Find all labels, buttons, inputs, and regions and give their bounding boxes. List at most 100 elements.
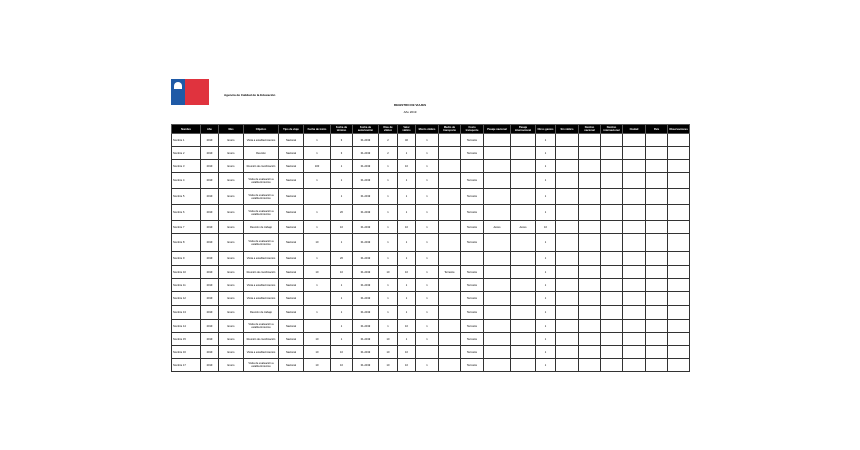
table-cell bbox=[600, 172, 623, 189]
table-cell: Terrestre bbox=[460, 233, 484, 252]
table-cell: Nacional bbox=[278, 172, 304, 189]
table-cell: 1 bbox=[415, 159, 439, 173]
table-cell: Nacional bbox=[278, 265, 304, 279]
table-cell bbox=[600, 358, 623, 372]
table-cell bbox=[483, 159, 511, 173]
column-header: Monto viático bbox=[415, 124, 439, 134]
table-cell: Enero bbox=[218, 305, 244, 320]
table-cell bbox=[510, 265, 536, 279]
table-cell: Nombre 14 bbox=[171, 319, 201, 333]
table-cell bbox=[555, 133, 579, 147]
table-cell: 1 bbox=[415, 332, 439, 346]
table-cell bbox=[622, 172, 646, 189]
table-cell bbox=[622, 291, 646, 306]
table-cell bbox=[578, 291, 601, 306]
table-cell bbox=[600, 220, 623, 234]
table-cell: 01-2019 bbox=[352, 188, 379, 205]
table-cell: Enero bbox=[218, 251, 244, 266]
table-cell: 01-2019 bbox=[352, 204, 379, 221]
table-cell: Nombre 9 bbox=[171, 251, 201, 266]
table-cell bbox=[667, 319, 690, 333]
table-cell: 2019 bbox=[200, 159, 219, 173]
table-cell: 1 bbox=[378, 251, 398, 266]
table-cell: 1 bbox=[303, 172, 331, 189]
table-cell bbox=[645, 345, 668, 359]
table-cell: 10 bbox=[378, 265, 398, 279]
table-cell: Nacional bbox=[278, 319, 304, 333]
table-cell: 10 bbox=[397, 220, 416, 234]
table-cell: Nombre 3 bbox=[171, 159, 201, 173]
table-cell: 1 bbox=[535, 233, 556, 252]
table-cell: Nombre 13 bbox=[171, 305, 201, 320]
table-cell: Terrestre bbox=[460, 204, 484, 221]
table-cell: 1 bbox=[303, 251, 331, 266]
table-cell: Reunión de coordinación bbox=[243, 159, 279, 173]
table-cell: 1 bbox=[397, 278, 416, 292]
table-cell: Nacional bbox=[278, 133, 304, 147]
table-cell bbox=[622, 358, 646, 372]
table-cell: 1 bbox=[535, 204, 556, 221]
table-cell bbox=[438, 251, 461, 266]
table-cell: Nombre 7 bbox=[171, 220, 201, 234]
table-row: Nombre 2 2019 Enero Reunión Nacional 1 3 01-201… bbox=[171, 146, 690, 160]
table-cell bbox=[667, 278, 690, 292]
table-cell: 01-2019 bbox=[352, 233, 379, 252]
table-cell: 2019 bbox=[200, 291, 219, 306]
table-cell bbox=[555, 319, 579, 333]
table-cell: 1 bbox=[535, 159, 556, 173]
table-cell: 01-2019 bbox=[352, 305, 379, 320]
column-header: Fecha de inicio bbox=[303, 124, 331, 134]
table-cell: 40 bbox=[397, 133, 416, 147]
table-cell bbox=[645, 305, 668, 320]
table-cell: 1 bbox=[535, 345, 556, 359]
table-cell: Terrestre bbox=[460, 133, 484, 147]
table-cell: 10 bbox=[330, 345, 353, 359]
table-cell: 1 bbox=[330, 291, 353, 306]
table-cell bbox=[667, 159, 690, 173]
table-cell bbox=[438, 345, 461, 359]
column-header: Objetivo bbox=[243, 124, 279, 134]
table-cell bbox=[483, 251, 511, 266]
table-cell: Nombre 4 bbox=[171, 172, 201, 189]
table-cell: Visita a establecimientos bbox=[243, 251, 279, 266]
table-row: Nombre 17 2019 Enero Visita de evaluación a… bbox=[171, 358, 690, 372]
table-cell: 1 bbox=[415, 133, 439, 147]
table-cell bbox=[555, 305, 579, 320]
table-cell bbox=[578, 146, 601, 160]
table-cell: 2019 bbox=[200, 305, 219, 320]
table-cell: Enero bbox=[218, 172, 244, 189]
column-header: Fecha de autorización bbox=[352, 124, 379, 134]
table-cell: 1 bbox=[397, 305, 416, 320]
table-cell bbox=[303, 188, 331, 205]
column-header: Días de viático bbox=[378, 124, 398, 134]
table-cell bbox=[667, 358, 690, 372]
table-cell: 1 bbox=[535, 265, 556, 279]
table-cell: 10 bbox=[535, 220, 556, 234]
travel-table: Nombre Año Mes Objetivo Tipo de viaje Fecha d… bbox=[171, 124, 690, 372]
table-cell bbox=[667, 233, 690, 252]
organization-name: Agencia de Calidad de la Educación bbox=[224, 93, 276, 97]
table-cell: Visita a establecimientos bbox=[243, 133, 279, 147]
table-cell bbox=[645, 265, 668, 279]
table-cell: 20 bbox=[330, 204, 353, 221]
table-cell bbox=[510, 278, 536, 292]
table-cell bbox=[667, 265, 690, 279]
table-cell bbox=[578, 220, 601, 234]
table-cell: 1 bbox=[330, 159, 353, 173]
table-cell: Nacional bbox=[278, 188, 304, 205]
table-cell bbox=[600, 278, 623, 292]
column-header: Pasaje nacional bbox=[483, 124, 511, 134]
table-cell bbox=[600, 146, 623, 160]
table-cell bbox=[600, 233, 623, 252]
table-cell: 2 bbox=[378, 146, 398, 160]
table-cell: Terrestre bbox=[460, 358, 484, 372]
table-cell: 2019 bbox=[200, 220, 219, 234]
table-cell bbox=[622, 332, 646, 346]
table-cell: Visita de evaluación a establecimientos bbox=[243, 319, 279, 333]
table-cell: 01-2019 bbox=[352, 133, 379, 147]
table-cell bbox=[510, 188, 536, 205]
column-header: Observaciones bbox=[667, 124, 690, 134]
table-cell bbox=[510, 146, 536, 160]
table-cell: 1 bbox=[330, 172, 353, 189]
table-cell: 10 bbox=[303, 233, 331, 252]
